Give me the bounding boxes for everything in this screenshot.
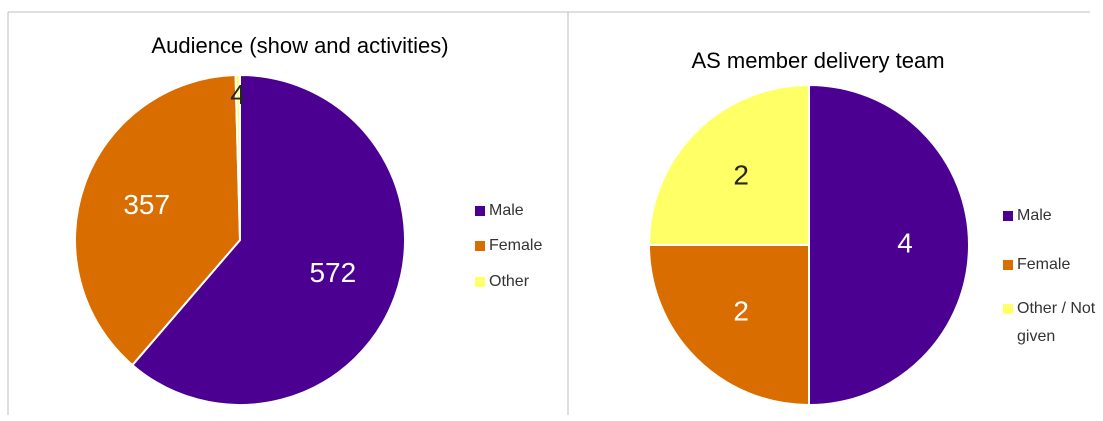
data-label: 357 [123,189,170,220]
chart-title: Audience (show and activities) [151,33,448,58]
legend-swatch [1003,304,1013,314]
legend-label: Other / Not given [1017,300,1096,345]
data-label: 4 [230,79,246,110]
legend-swatch [475,241,485,251]
pie-slice [647,244,810,407]
data-label: 4 [897,227,913,258]
data-label: 2 [733,295,749,326]
data-label: 2 [733,160,749,191]
legend-swatch [475,277,485,287]
chart-title: AS member delivery team [691,48,944,73]
pie-slice [74,74,242,367]
legend-swatch [1003,260,1013,270]
legend-label: Male [1017,207,1052,224]
legend-swatch [475,206,485,216]
data-label: 572 [309,257,356,288]
legend-label: Male [489,202,524,219]
legend-label: Female [489,237,543,254]
pie-slice [130,73,406,406]
pie-slice [234,73,241,241]
legend-label: Female [1017,256,1071,273]
pie-slice [647,83,810,246]
pie-slice [808,83,970,407]
legend-label: Other [489,273,530,290]
legend-swatch [1003,211,1013,221]
